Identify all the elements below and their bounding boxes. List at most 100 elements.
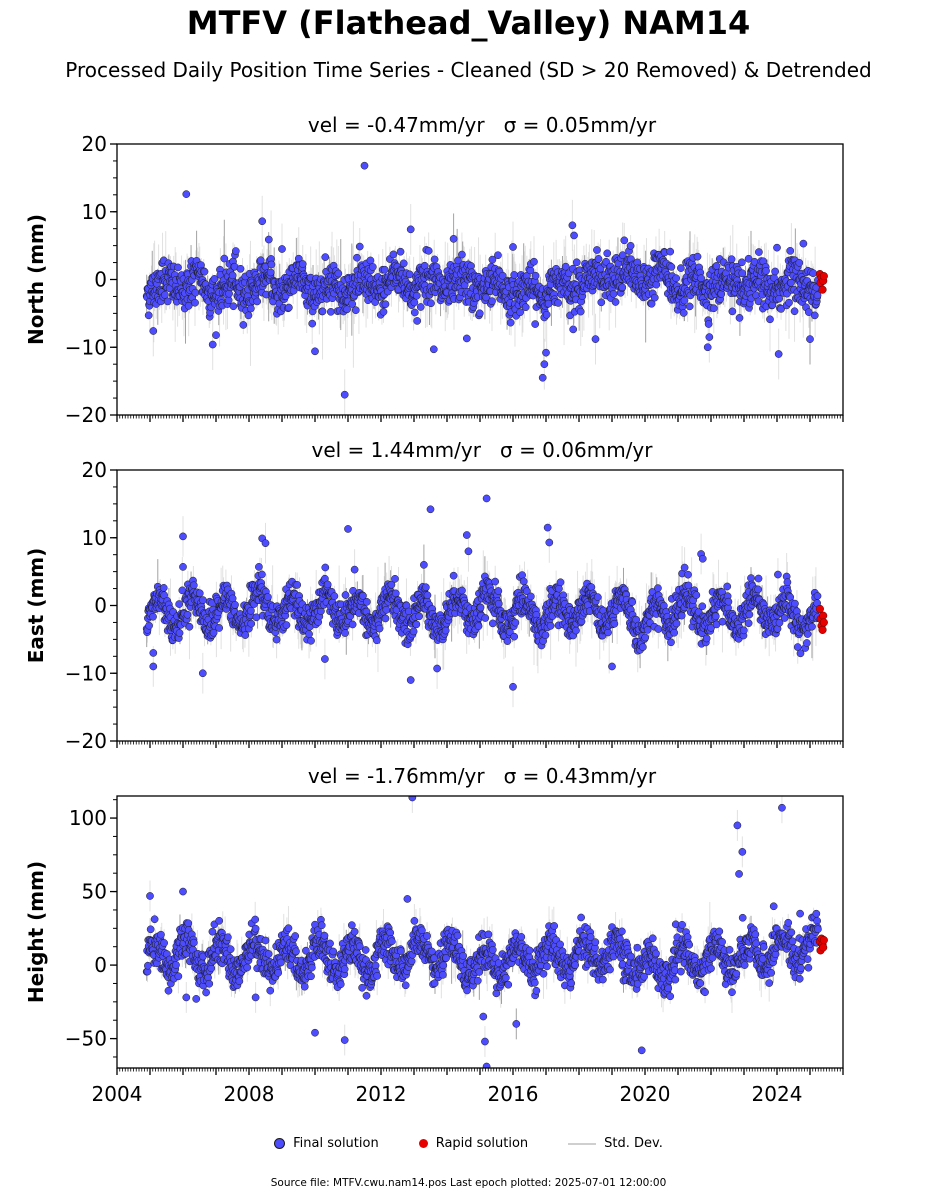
- final-point: [704, 320, 713, 328]
- final-point: [728, 307, 737, 316]
- final-point: [363, 598, 371, 606]
- final-point: [650, 293, 659, 302]
- final-point: [246, 304, 255, 313]
- final-point: [705, 333, 714, 341]
- final-point: [285, 303, 293, 312]
- final-point: [531, 320, 540, 328]
- final-point: [777, 305, 785, 313]
- final-point: [488, 297, 496, 306]
- final-point: [305, 630, 313, 638]
- final-point: [773, 243, 781, 252]
- final-point: [511, 618, 520, 627]
- final-point: [163, 297, 172, 306]
- final-point: [387, 580, 396, 589]
- final-point: [175, 600, 184, 608]
- final-point: [449, 235, 458, 243]
- final-point: [685, 302, 694, 311]
- final-point: [786, 246, 795, 255]
- final-point: [572, 258, 581, 267]
- rapid-point: [818, 285, 827, 294]
- final-point: [727, 255, 736, 264]
- final-point: [679, 309, 688, 317]
- y-tick-label: 10: [82, 200, 107, 224]
- final-point: [424, 246, 433, 255]
- final-point: [467, 262, 475, 270]
- final-point: [717, 290, 726, 298]
- final-point: [813, 291, 822, 300]
- final-point: [415, 612, 423, 621]
- final-point: [672, 274, 681, 283]
- final-point: [253, 297, 262, 306]
- final-point: [576, 307, 585, 316]
- final-point: [321, 253, 330, 261]
- chart-subtitle: Processed Daily Position Time Series - C…: [65, 58, 872, 82]
- final-point: [449, 571, 458, 580]
- final-point: [603, 249, 612, 258]
- final-point: [738, 258, 746, 267]
- final-point: [523, 587, 531, 596]
- final-point: [427, 299, 435, 308]
- final-point: [307, 636, 315, 645]
- final-point: [212, 331, 220, 339]
- final-point: [774, 350, 783, 358]
- final-point: [458, 250, 466, 259]
- final-point: [258, 217, 267, 226]
- final-point: [610, 619, 619, 628]
- final-point: [185, 622, 194, 631]
- final-point: [666, 247, 675, 256]
- final-point: [510, 271, 519, 279]
- final-point: [541, 631, 550, 640]
- final-point: [210, 275, 219, 283]
- final-point: [149, 327, 158, 335]
- final-point: [258, 570, 266, 579]
- final-point: [318, 307, 327, 316]
- final-point: [330, 592, 339, 600]
- final-point: [348, 620, 357, 629]
- final-point: [521, 303, 530, 312]
- final-point: [506, 318, 515, 327]
- final-point: [542, 310, 551, 319]
- final-point: [272, 635, 281, 644]
- final-point: [441, 626, 450, 635]
- final-point: [381, 300, 390, 309]
- final-point: [228, 271, 237, 280]
- final-point: [481, 614, 490, 622]
- final-point: [366, 256, 375, 265]
- final-point: [323, 580, 332, 589]
- final-point: [189, 581, 198, 590]
- final-point: [555, 584, 563, 593]
- final-point: [556, 578, 565, 587]
- final-point: [422, 583, 430, 592]
- final-point: [359, 591, 367, 600]
- final-point: [494, 587, 503, 595]
- final-point: [282, 621, 291, 629]
- rapid-point: [819, 272, 828, 281]
- final-point: [195, 589, 204, 598]
- final-point: [423, 591, 432, 600]
- final-point: [278, 245, 286, 253]
- final-point: [454, 256, 462, 265]
- final-point: [554, 299, 562, 307]
- final-point: [498, 271, 507, 280]
- final-point: [474, 622, 483, 631]
- final-point: [531, 271, 540, 280]
- final-point: [326, 307, 335, 316]
- final-point: [611, 298, 620, 306]
- final-point: [667, 263, 676, 271]
- final-point: [368, 263, 377, 271]
- final-point: [228, 594, 237, 603]
- final-point: [620, 236, 629, 245]
- final-point: [391, 574, 399, 583]
- final-point: [236, 264, 245, 273]
- final-points-east: [142, 494, 822, 691]
- final-point: [311, 347, 319, 356]
- final-point: [380, 265, 389, 274]
- final-point: [379, 307, 388, 316]
- y-tick-label: −20: [65, 403, 107, 427]
- final-point: [693, 252, 702, 261]
- final-point: [413, 317, 422, 325]
- final-point: [430, 255, 439, 264]
- final-point: [372, 636, 381, 645]
- final-point: [626, 241, 635, 250]
- final-point: [208, 340, 217, 349]
